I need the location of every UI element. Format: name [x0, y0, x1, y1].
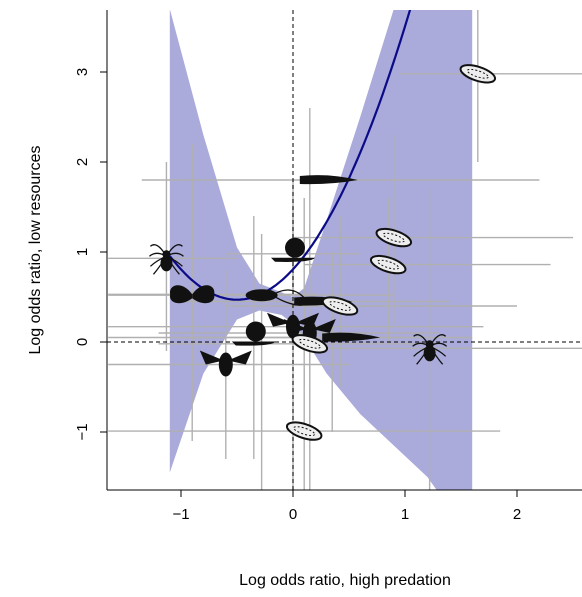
paramecium-icon: [375, 227, 413, 248]
paramecium-icon: [321, 296, 359, 316]
snail-icon: [231, 321, 276, 346]
x-tick-label: 0: [289, 506, 297, 523]
y-tick-label: 1: [74, 248, 91, 256]
x-tick-label: −1: [172, 506, 189, 523]
paramecium-icon: [369, 254, 407, 275]
y-tick-label: −1: [74, 423, 91, 440]
fly-icon: [199, 350, 252, 377]
confidence-band: [169, 10, 473, 490]
worm-icon: [299, 175, 358, 185]
paramecium-icon: [459, 64, 497, 84]
snail-icon: [271, 237, 315, 262]
x-tick-label: 2: [513, 506, 521, 523]
x-axis-label: Log odds ratio, high predation: [239, 572, 451, 589]
y-axis-label: Log odds ratio, low resources: [27, 146, 44, 355]
paramecium-icon: [285, 421, 323, 441]
y-tick-label: 2: [74, 158, 91, 166]
y-tick-label: 3: [74, 68, 91, 76]
spider-icon: [149, 244, 184, 275]
spider-icon: [412, 334, 448, 365]
worm-icon: [322, 332, 381, 342]
paramecium-icon: [291, 334, 329, 354]
x-tick-label: 1: [401, 506, 409, 523]
butterfly-icon: [170, 285, 215, 304]
y-tick-label: 0: [74, 338, 91, 346]
